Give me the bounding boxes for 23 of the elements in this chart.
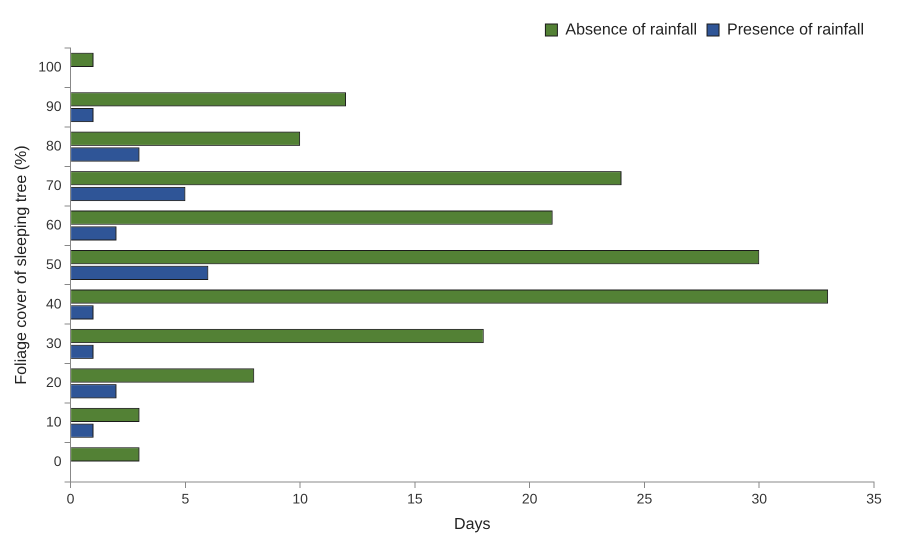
y-tick-label: 100 xyxy=(38,58,62,75)
y-tick-label: 30 xyxy=(46,334,62,351)
x-tick-label: 20 xyxy=(522,490,538,506)
y-tick-label: 0 xyxy=(54,453,62,470)
x-axis-title: Days xyxy=(454,516,491,533)
x-tick-label: 15 xyxy=(407,490,423,506)
y-tick-label: 40 xyxy=(46,295,62,312)
y-tick-label: 70 xyxy=(46,176,62,193)
y-tick-label: 50 xyxy=(46,256,62,272)
x-tick-label: 35 xyxy=(866,490,882,506)
y-tick-label: 10 xyxy=(46,414,62,430)
x-tick-label: 25 xyxy=(636,490,652,506)
y-tick-label: 20 xyxy=(46,374,62,390)
legend-label: Absence of rainfall xyxy=(565,21,698,38)
y-tick-label: 80 xyxy=(46,137,62,154)
x-tick-label: 0 xyxy=(66,490,75,506)
legend-label: Presence of rainfall xyxy=(727,21,864,38)
y-tick-label: 90 xyxy=(46,98,62,114)
x-tick-label: 5 xyxy=(181,490,190,506)
y-tick-label: 60 xyxy=(46,216,62,232)
y-axis-title: Foliage cover of sleeping tree (%) xyxy=(13,145,30,385)
x-tick-label: 10 xyxy=(292,490,308,506)
x-tick-label: 30 xyxy=(751,490,768,506)
